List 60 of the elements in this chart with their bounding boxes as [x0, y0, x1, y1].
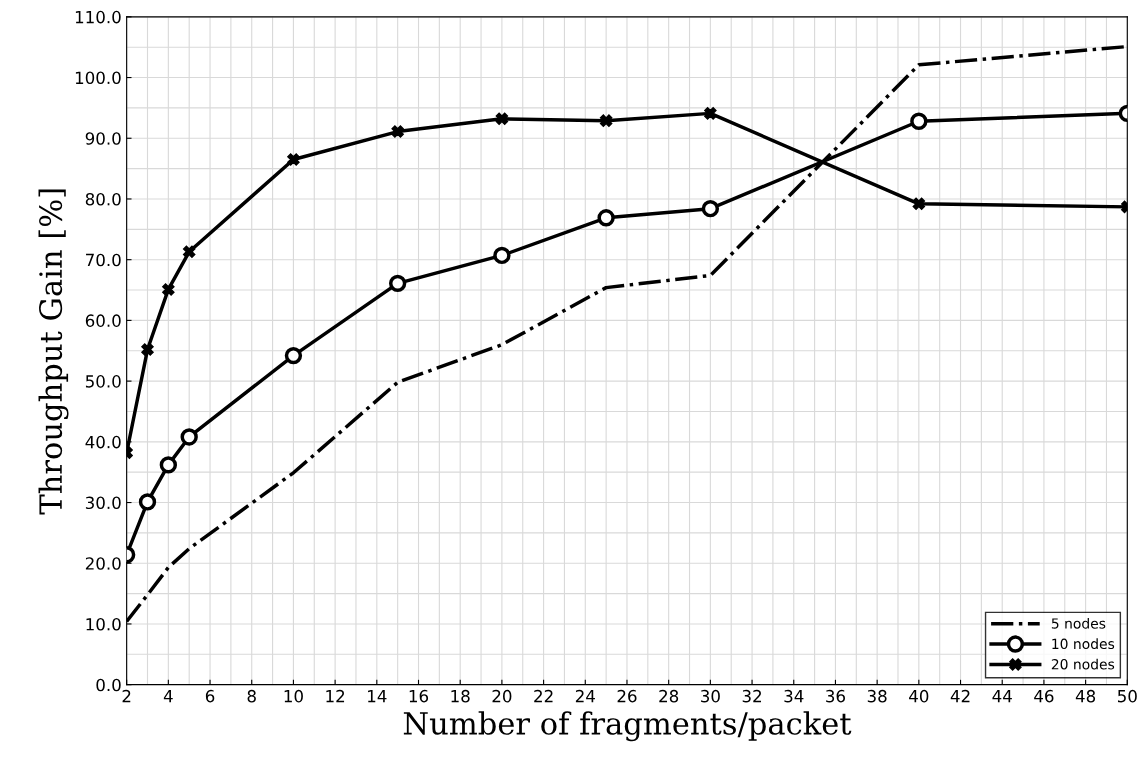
point — [597, 209, 615, 227]
y-tick-label: 0.0 — [96, 678, 121, 692]
point — [912, 197, 926, 211]
point — [182, 245, 196, 259]
x-tick-label: 22 — [534, 689, 553, 703]
x-tick-label: 44 — [992, 690, 1012, 703]
y-tick-label: 100.0 — [75, 71, 121, 85]
legend-label: 20 nodes — [1051, 658, 1115, 670]
x-tick-label: 18 — [451, 689, 470, 703]
point — [910, 112, 928, 130]
x-tick-label: 42 — [950, 689, 970, 703]
point — [287, 153, 300, 166]
point — [701, 200, 720, 218]
point — [495, 112, 509, 126]
point — [180, 428, 198, 446]
x-axis-title: Number of fragments/packet — [403, 711, 852, 742]
x-tick-label: 46 — [1034, 689, 1054, 703]
x-tick-label: 48 — [1075, 689, 1096, 703]
y-tick-label: 90.0 — [85, 132, 121, 145]
y-tick-label: 70.0 — [86, 253, 121, 267]
point — [493, 246, 511, 265]
point — [704, 107, 717, 120]
point — [284, 346, 303, 365]
point — [138, 493, 157, 511]
x-tick-label: 32 — [742, 689, 761, 703]
legend-label: 5 nodes — [1051, 617, 1106, 629]
point — [162, 283, 175, 296]
x-tick-label: 36 — [826, 689, 845, 703]
point — [388, 274, 407, 293]
y-tick-label: 10.0 — [86, 617, 121, 631]
point — [391, 125, 404, 138]
legend-label: 10 nodes — [1052, 638, 1115, 650]
x-tick-label: 40 — [909, 689, 929, 703]
x-tick-label: 8 — [247, 689, 256, 703]
x-tick-label: 34 — [784, 689, 804, 703]
x-tick-label: 6 — [205, 689, 215, 703]
y-tick-label: 110.0 — [75, 10, 121, 24]
y-tick-label: 80.0 — [85, 192, 121, 206]
point — [141, 343, 154, 356]
x-tick-label: 50 — [1117, 689, 1137, 703]
x-tick-label: 26 — [617, 689, 637, 703]
x-tick-label: 4 — [163, 690, 173, 703]
x-tick-label: 16 — [409, 689, 429, 703]
y-tick-label: 50.0 — [85, 375, 121, 388]
y-axis-title: Throughput Gain [%] — [38, 189, 69, 515]
y-tick-label: 40.0 — [85, 435, 121, 449]
x-tick-label: 24 — [575, 689, 595, 703]
point — [599, 114, 613, 127]
x-tick-label: 10 — [284, 689, 303, 703]
y-tick-label: 30.0 — [85, 496, 121, 510]
x-tick-label: 14 — [368, 690, 387, 703]
x-tick-label: 28 — [659, 689, 679, 703]
y-tick-label: 20.0 — [85, 557, 121, 570]
x-tick-label: 30 — [701, 689, 720, 703]
x-tick-label: 20 — [492, 689, 512, 703]
point — [159, 456, 178, 474]
x-tick-label: 2 — [122, 689, 131, 703]
x-tick-label: 38 — [867, 689, 887, 703]
x-tick-label: 12 — [326, 689, 345, 703]
y-tick-label: 60.0 — [85, 314, 121, 327]
